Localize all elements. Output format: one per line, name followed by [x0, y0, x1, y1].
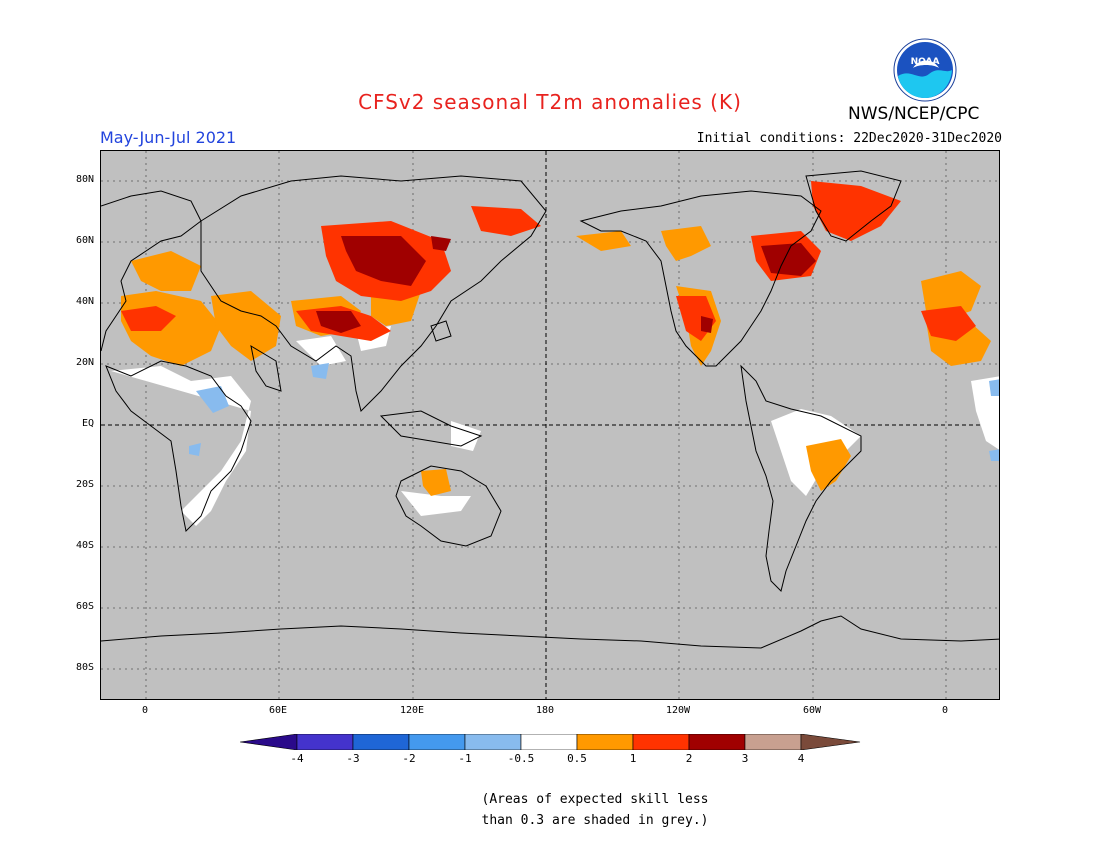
legend-label: -3	[346, 752, 360, 765]
legend-swatch	[464, 734, 522, 750]
legend-swatch	[408, 734, 466, 750]
legend-label: -2	[402, 752, 416, 765]
map-title: CFSv2 seasonal T2m anomalies (K)	[358, 90, 742, 114]
legend-swatch	[800, 734, 861, 750]
legend-swatch	[744, 734, 802, 750]
warm-anomaly-regions-2-to-3	[316, 236, 816, 333]
lon-label: 120E	[399, 705, 425, 716]
legend-label: -0.5	[507, 752, 535, 765]
legend-label: 3	[741, 752, 749, 765]
map-canvas	[101, 151, 999, 699]
legend-label: 4	[797, 752, 805, 765]
initial-conditions-label: Initial conditions: 22Dec2020-31Dec2020	[696, 131, 1002, 146]
lat-label: 40S	[75, 540, 94, 551]
legend-swatch	[352, 734, 410, 750]
lon-label: 0	[141, 705, 149, 716]
legend-swatch	[576, 734, 634, 750]
coastlines	[101, 170, 999, 649]
lon-label: 0	[941, 705, 949, 716]
legend-label: -1	[458, 752, 472, 765]
legend-swatch	[520, 734, 578, 750]
legend-swatch	[632, 734, 690, 750]
lat-label: 60N	[75, 235, 94, 246]
lat-label: 20S	[75, 479, 94, 490]
legend-label: 2	[685, 752, 693, 765]
lat-label: 60S	[75, 601, 94, 612]
lon-label: 180	[535, 705, 555, 716]
legend-swatch	[240, 734, 298, 750]
lon-label: 60W	[802, 705, 822, 716]
period-label: May-Jun-Jul 2021	[100, 128, 237, 147]
color-legend	[240, 734, 861, 750]
cool-anomaly-regions	[189, 363, 999, 461]
lat-label: 80N	[75, 174, 94, 185]
footnote-line-1: (Areas of expected skill less	[481, 792, 709, 807]
lat-label: 20N	[75, 357, 94, 368]
lat-label: EQ	[81, 418, 94, 429]
reference-lines	[101, 151, 999, 699]
warm-anomaly-regions-0-5-to-1	[121, 226, 991, 496]
agency-label: NWS/NCEP/CPC	[848, 104, 980, 124]
anomaly-map	[100, 150, 1000, 700]
lat-label: 40N	[75, 296, 94, 307]
lon-label: 120W	[665, 705, 691, 716]
legend-swatch	[688, 734, 746, 750]
lat-label: 80S	[75, 662, 94, 673]
legend-label: 1	[629, 752, 637, 765]
footnote-line-2: than 0.3 are shaded in grey.)	[481, 813, 709, 828]
logo-text: NOAA	[911, 57, 940, 67]
legend-label: 0.5	[567, 752, 587, 765]
noaa-logo: NOAA	[893, 38, 957, 102]
legend-label: -4	[290, 752, 304, 765]
legend-swatch	[296, 734, 354, 750]
lon-label: 60E	[268, 705, 288, 716]
